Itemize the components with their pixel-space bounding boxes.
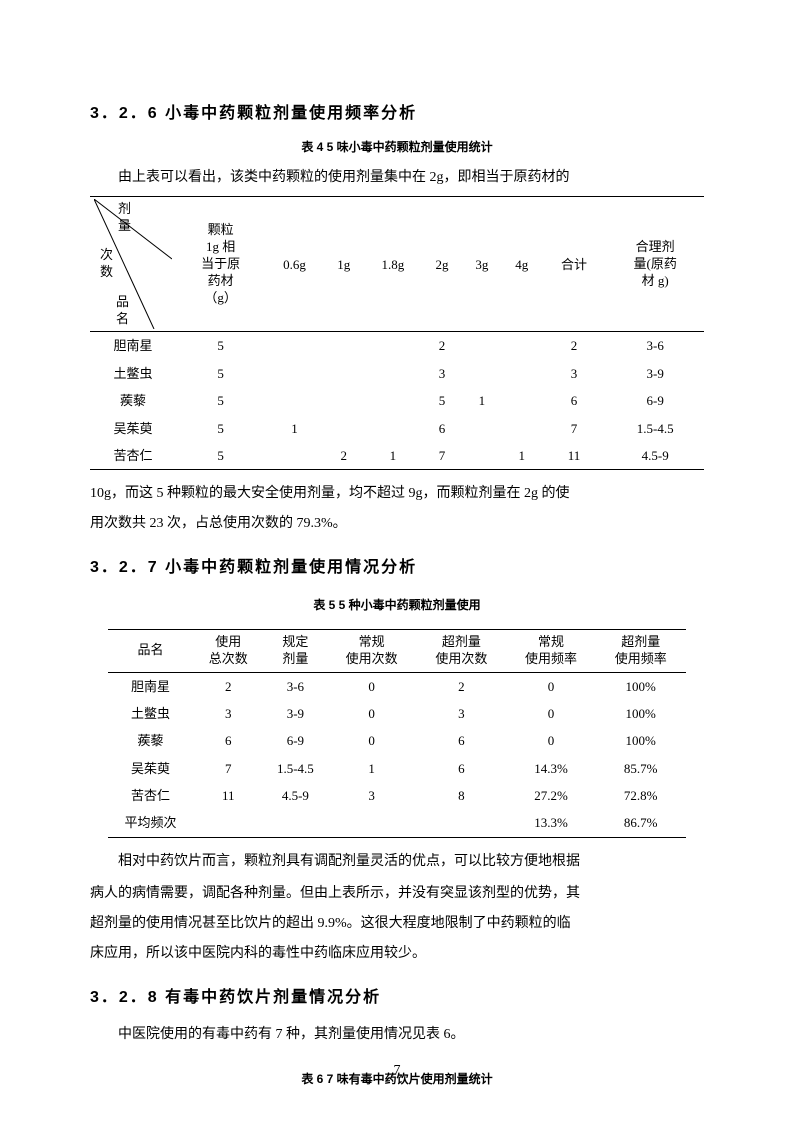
page-number: 7 bbox=[0, 1058, 794, 1083]
table-row: 平均频次13.3%86.7% bbox=[108, 809, 685, 837]
section327-p4: 床应用，所以该中医院内科的毒性中药临床应用较少。 bbox=[90, 940, 704, 968]
table-row: 蒺藜66-9060100% bbox=[108, 727, 685, 754]
table4-diagonal-header: 剂 量 次 数 品 名 bbox=[94, 199, 172, 329]
section326-after2: 用次数共 23 次，占总使用次数的 79.3%。 bbox=[90, 510, 704, 538]
section327-p3: 超剂量的使用情况甚至比饮片的超出 9.9%。这很大程度地限制了中药颗粒的临 bbox=[90, 910, 704, 938]
table4-col-1g: 1g bbox=[324, 197, 364, 332]
table4-col-range: 合理剂 量(原药 材 g) bbox=[606, 197, 704, 332]
table-row: 吴茱萸51671.5-4.5 bbox=[90, 415, 704, 442]
table4: 剂 量 次 数 品 名 颗粒 1g 相 当于原 药材 （g） 0.6g 1g 1… bbox=[90, 196, 704, 470]
table4-col-2g: 2g bbox=[422, 197, 462, 332]
section327-p2: 病人的病情需要，调配各种剂量。但由上表所示，并没有突显该剂型的优势，其 bbox=[90, 880, 704, 908]
table4-col-total: 合计 bbox=[542, 197, 607, 332]
table-row: 土鳖虫33-9030100% bbox=[108, 700, 685, 727]
table4-col-06g: 0.6g bbox=[265, 197, 323, 332]
table4-caption: 表 4 5 味小毒中药颗粒剂量使用统计 bbox=[90, 137, 704, 159]
table-row: 苦杏仁52171114.5-9 bbox=[90, 442, 704, 470]
table4-col-eq: 颗粒 1g 相 当于原 药材 （g） bbox=[176, 197, 265, 332]
section327-p1: 相对中药饮片而言，颗粒剂具有调配剂量灵活的优点，可以比较方便地根据 bbox=[90, 848, 704, 876]
section-328-title: 3．2．8 有毒中药饮片剂量情况分析 bbox=[90, 984, 704, 1013]
section326-intro: 由上表可以看出，该类中药颗粒的使用剂量集中在 2g，即相当于原药材的 bbox=[90, 164, 704, 192]
table4-col-18g: 1.8g bbox=[364, 197, 422, 332]
section-326-title: 3．2．6 小毒中药颗粒剂量使用频率分析 bbox=[90, 100, 704, 129]
table5: 品名使用 总次数规定 剂量常规 使用次数超剂量 使用次数常规 使用频率超剂量 使… bbox=[108, 629, 685, 838]
table-row: 苦杏仁114.5-93827.2%72.8% bbox=[108, 782, 685, 809]
table-row: 蒺藜55166-9 bbox=[90, 387, 704, 414]
table5-caption: 表 5 5 种小毒中药颗粒剂量使用 bbox=[90, 595, 704, 617]
table4-col-3g: 3g bbox=[462, 197, 502, 332]
table-row: 吴茱萸71.5-4.51614.3%85.7% bbox=[108, 755, 685, 782]
section328-intro: 中医院使用的有毒中药有 7 种，其剂量使用情况见表 6。 bbox=[90, 1021, 704, 1049]
table-row: 土鳖虫5333-9 bbox=[90, 360, 704, 387]
table4-col-4g: 4g bbox=[502, 197, 542, 332]
table-row: 胆南星23-6020100% bbox=[108, 672, 685, 700]
table-row: 胆南星5223-6 bbox=[90, 332, 704, 360]
section326-after1: 10g，而这 5 种颗粒的最大安全使用剂量，均不超过 9g，而颗粒剂量在 2g … bbox=[90, 480, 704, 508]
section-327-title: 3．2．7 小毒中药颗粒剂量使用情况分析 bbox=[90, 554, 704, 583]
